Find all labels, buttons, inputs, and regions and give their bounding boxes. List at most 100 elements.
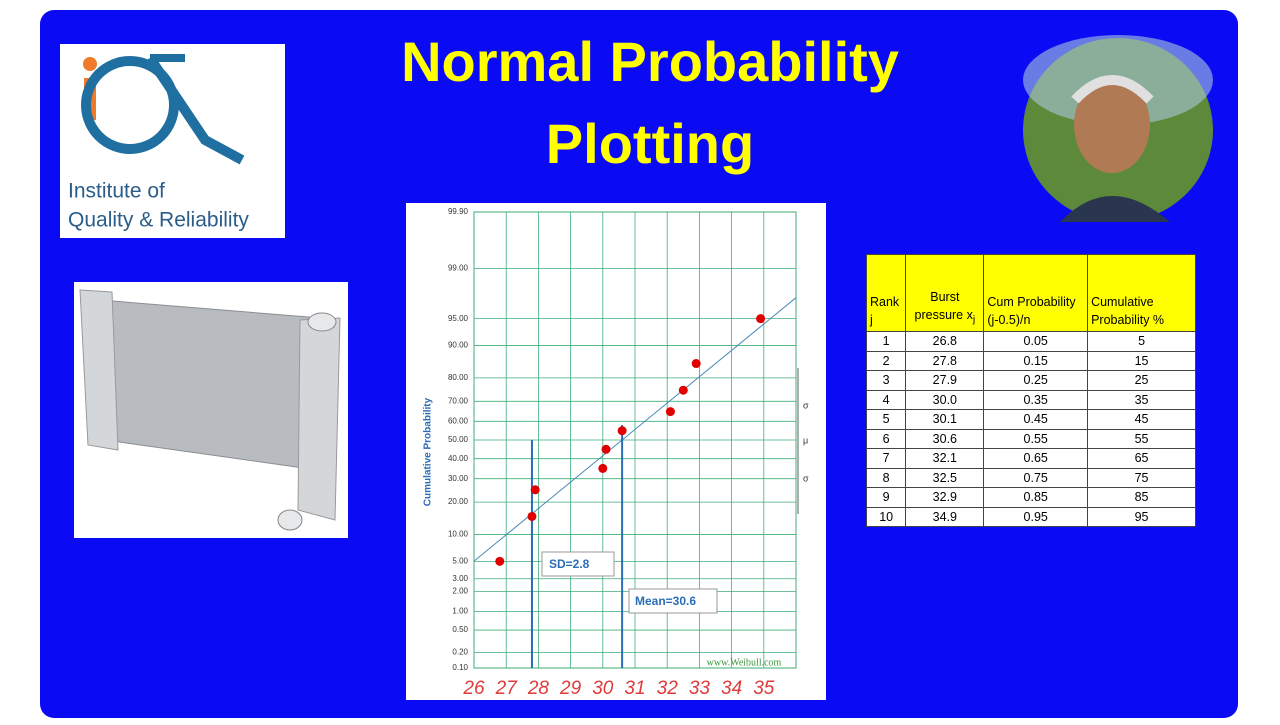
- table-cell: 0.55: [983, 428, 1089, 449]
- table-cell: 15: [1087, 350, 1196, 371]
- table-row: 2 27.8 0.15 15: [865, 350, 1196, 371]
- logo-text: Quality & Reliability: [68, 209, 249, 232]
- table-cell: 27.9: [905, 370, 985, 391]
- x-tick-label: 28: [527, 678, 550, 699]
- table-cell: 0.45: [983, 409, 1089, 430]
- table-cell: 2: [865, 350, 907, 371]
- table-cell: 55: [1087, 428, 1196, 449]
- table-cell: 45: [1087, 409, 1196, 430]
- x-tick-label: 34: [721, 678, 742, 699]
- data-point: [617, 426, 627, 436]
- table-cell: 27.8: [905, 350, 985, 371]
- table-cell: 3: [865, 370, 907, 391]
- data-point: [601, 444, 611, 454]
- table-cell: 32.1: [905, 448, 985, 469]
- table-cell: 4: [865, 389, 907, 410]
- table-cell: 8: [865, 467, 907, 488]
- x-tick-label: 31: [624, 678, 645, 699]
- table-cell: 30.6: [905, 428, 985, 449]
- x-tick-label: 30: [592, 678, 614, 699]
- table-cell: 5: [1087, 331, 1196, 352]
- x-tick-label: 27: [495, 678, 519, 699]
- y-tick-label: 0.50: [452, 625, 468, 634]
- y-tick-label: 0.20: [452, 647, 468, 656]
- y-tick-label: 40.00: [448, 454, 469, 463]
- table-row: 7 32.1 0.65 65: [865, 448, 1196, 469]
- table-body: 1 26.8 0.05 5 2 27.8 0.15 15 3 27.9 0.25 25 4 30.0 0.3…: [865, 331, 1196, 527]
- table-cell: 0.25: [983, 370, 1089, 391]
- table-row: 1 26.8 0.05 5: [865, 331, 1196, 352]
- table-cell: 9: [865, 487, 907, 508]
- table-cell: 10: [865, 506, 907, 527]
- table-cell: 25: [1087, 370, 1196, 391]
- portrait-photo: [1023, 35, 1213, 222]
- side-label: σ: [803, 473, 809, 483]
- table-cell: 35: [1087, 389, 1196, 410]
- annotation-box: [541, 551, 615, 577]
- y-tick-label: 5.00: [452, 556, 468, 565]
- data-point: [527, 511, 537, 521]
- table-cell: 7: [865, 448, 907, 469]
- y-tick-label: 20.00: [448, 497, 469, 506]
- table-row: 4 30.0 0.35 35: [865, 389, 1196, 410]
- table-cell: 0.15: [983, 350, 1089, 371]
- title-line: Plotting: [546, 112, 754, 175]
- y-tick-label: 99.00: [448, 263, 469, 272]
- table-cell: 30.0: [905, 389, 985, 410]
- table-cell: 1: [865, 331, 907, 352]
- table-row: 8 32.5 0.75 75: [865, 467, 1196, 488]
- table-cell: 32.9: [905, 487, 985, 508]
- table-cell: 6: [865, 428, 907, 449]
- y-tick-label: 70.00: [448, 396, 469, 405]
- radiator-photo: [74, 282, 348, 538]
- y-tick-label: 30.00: [448, 474, 469, 483]
- table-cell: 0.05: [983, 331, 1089, 352]
- watermark: www.Weibull.com: [707, 657, 782, 668]
- title-line: Normal Probability: [401, 30, 899, 93]
- table-row: 3 27.9 0.25 25: [865, 370, 1196, 391]
- table-cell: 5: [865, 409, 907, 430]
- header-text: Cum Probability (j-0.5)/n: [987, 295, 1076, 327]
- y-tick-label: 10.00: [448, 530, 469, 539]
- y-tick-label: 50.00: [448, 435, 469, 444]
- data-point: [530, 485, 540, 495]
- table-row: 9 32.9 0.85 85: [865, 487, 1196, 508]
- table-cell: 0.85: [983, 487, 1089, 508]
- table-cell: 95: [1087, 506, 1196, 527]
- side-label: μ: [803, 435, 808, 445]
- table-cell: 30.1: [905, 409, 985, 430]
- data-point: [495, 556, 505, 566]
- table-cell: 32.5: [905, 467, 985, 488]
- x-tick-label: 29: [559, 678, 582, 699]
- side-label: σ: [803, 400, 809, 410]
- table-cell: 65: [1087, 448, 1196, 469]
- y-tick-label: 99.90: [448, 207, 469, 216]
- table-header: Rank j Burst pressure xj Cum Probability (…: [865, 254, 1196, 332]
- header-text: Cumulative Probability %: [1091, 295, 1165, 327]
- header-cell: Cum Probability (j-0.5)/n: [983, 254, 1089, 332]
- header-cell: Cumulative Probability %: [1087, 254, 1196, 332]
- x-tick-label: 26: [462, 678, 485, 699]
- annotation: Mean=30.6: [635, 594, 696, 608]
- header-cell: Burst pressure xj: [905, 254, 985, 332]
- table-row: 6 30.6 0.55 55: [865, 428, 1196, 449]
- data-point: [691, 359, 701, 369]
- x-tick-label: 33: [689, 678, 711, 699]
- x-tick-label: 35: [753, 678, 775, 699]
- header-subscript: j: [972, 314, 976, 325]
- y-tick-label: 1.00: [452, 607, 468, 616]
- data-point: [598, 463, 608, 473]
- data-point: [756, 314, 766, 324]
- y-tick-label: 95.00: [448, 314, 469, 323]
- y-tick-label: 3.00: [452, 574, 468, 583]
- header-text: Burst pressure x: [914, 289, 973, 322]
- annotation-box: [628, 588, 718, 614]
- header-cell: Rank j: [865, 254, 907, 332]
- table-cell: 26.8: [905, 331, 985, 352]
- logo-mark: [81, 54, 245, 165]
- table-cell: 34.9: [905, 506, 985, 527]
- y-tick-label: 2.00: [452, 587, 468, 596]
- y-tick-label: 0.10: [452, 663, 468, 672]
